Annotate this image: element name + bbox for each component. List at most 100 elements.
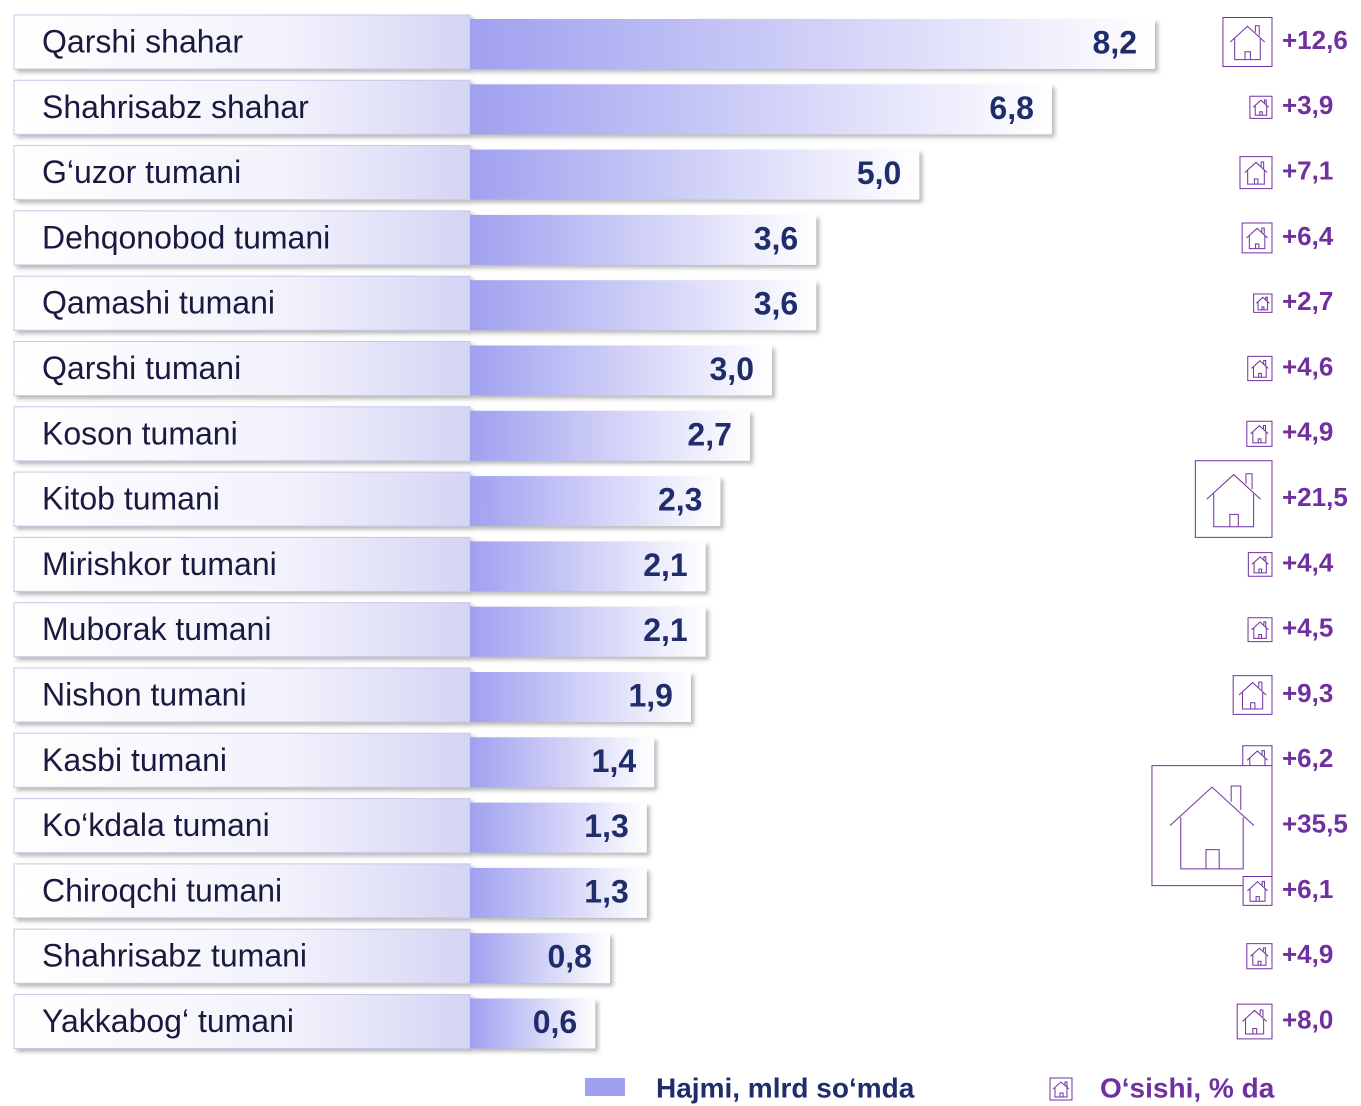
growth-icon	[1248, 618, 1272, 642]
bar	[470, 19, 1155, 69]
value-label: 2,3	[658, 482, 702, 518]
growth-icon	[1242, 223, 1272, 253]
category-label: Mirishkor tumani	[42, 546, 277, 582]
growth-label: +35,5	[1282, 808, 1348, 838]
growth-label: +8,0	[1282, 1004, 1333, 1034]
bar	[470, 672, 691, 722]
category-label: Shahrisabz shahar	[42, 89, 309, 125]
category-label: Qarshi tumani	[42, 350, 241, 386]
bar	[470, 541, 706, 592]
icon-house	[1252, 557, 1269, 573]
growth-label: +6,1	[1282, 874, 1333, 904]
value-label: 1,3	[584, 808, 628, 844]
category-label: Dehqonobod tumani	[42, 219, 330, 255]
category-label: Kasbi tumani	[42, 742, 227, 778]
category-box	[13, 798, 471, 854]
bar	[470, 149, 920, 200]
icon-house	[1170, 786, 1254, 869]
growth-icon	[1152, 766, 1272, 886]
icon-house	[1207, 474, 1261, 527]
bar	[470, 345, 772, 396]
category-label: Shahrisabz tumani	[42, 938, 307, 974]
growth-label: +4,4	[1282, 547, 1334, 577]
icon-house	[1247, 228, 1268, 249]
icon-house	[1256, 297, 1269, 310]
growth-icon	[1237, 1004, 1272, 1039]
growth-icon	[1195, 461, 1272, 538]
growth-label: +4,5	[1282, 613, 1333, 643]
category-box	[13, 341, 471, 396]
growth-label: +7,1	[1282, 155, 1333, 185]
growth-label: +6,2	[1282, 743, 1333, 773]
category-label: Koson tumani	[42, 415, 238, 451]
legend-label: O‘sishi, % da	[1100, 1072, 1275, 1103]
bar	[470, 606, 706, 657]
value-label: 5,0	[857, 155, 901, 191]
icon-house	[1252, 622, 1269, 639]
growth-label: +12,6	[1282, 25, 1348, 55]
legend-label: Hajmi, mlrd so‘mda	[656, 1072, 915, 1103]
growth-icon	[1247, 944, 1272, 969]
category-box	[13, 732, 471, 788]
icon-house	[1251, 360, 1268, 377]
category-label: Kitob tumani	[42, 481, 220, 517]
value-label: 1,4	[592, 743, 637, 779]
value-label: 0,6	[533, 1004, 577, 1040]
growth-label: +2,7	[1282, 286, 1333, 316]
value-label: 1,9	[628, 677, 672, 713]
growth-icon	[1247, 421, 1272, 446]
bar	[470, 802, 647, 853]
legend-icon	[1049, 1077, 1073, 1101]
bar	[470, 280, 817, 331]
value-label: 3,6	[754, 286, 798, 322]
rows: Qarshi shahar 8,2 +12,6 Shahrisabz shahar 6,…	[13, 15, 1348, 1049]
icon-frame	[1195, 461, 1272, 538]
value-label: 2,7	[687, 416, 731, 452]
icon-house	[1251, 425, 1269, 442]
legend: Hajmi, mlrd so‘mda O‘sishi, % da	[585, 1072, 1275, 1103]
category-box	[13, 145, 471, 201]
growth-icon	[1248, 553, 1272, 577]
growth-icon	[1248, 356, 1272, 380]
value-label: 2,1	[643, 612, 687, 648]
bar	[470, 84, 1052, 135]
category-label: Qarshi shahar	[42, 23, 243, 59]
legend-swatch	[585, 1078, 625, 1096]
category-box	[13, 863, 471, 919]
value-label: 1,3	[584, 873, 628, 909]
category-box	[13, 210, 471, 266]
growth-label: +4,9	[1282, 417, 1333, 447]
value-label: 0,8	[547, 939, 591, 975]
bar	[470, 410, 750, 461]
growth-label: +6,4	[1282, 221, 1334, 251]
growth-icon	[1240, 157, 1272, 189]
icon-house	[1253, 100, 1268, 115]
category-label: Muborak tumani	[42, 611, 271, 647]
growth-icon	[1223, 17, 1272, 66]
icon-house	[1239, 682, 1266, 709]
bar	[470, 867, 647, 918]
icon-frame	[1152, 766, 1272, 886]
icon-house	[1247, 881, 1267, 901]
category-box	[13, 928, 471, 984]
value-label: 6,8	[989, 90, 1033, 126]
growth-icon	[1233, 676, 1272, 715]
bar	[470, 933, 610, 984]
category-label: Chiroqchi tumani	[42, 872, 282, 908]
category-label: Yakkabog‘ tumani	[42, 1003, 294, 1039]
growth-label: +21,5	[1282, 482, 1348, 512]
category-label: G‘uzor tumani	[42, 154, 241, 190]
value-label: 8,2	[1093, 24, 1137, 60]
category-box	[13, 406, 471, 462]
growth-icon	[1243, 876, 1272, 905]
bar	[470, 476, 721, 527]
icon-house	[1242, 1010, 1266, 1034]
category-label: Qamashi tumani	[42, 285, 275, 321]
category-box	[13, 602, 471, 658]
category-box	[13, 994, 471, 1049]
category-label: Ko‘kdala tumani	[42, 807, 270, 843]
category-box	[13, 536, 471, 592]
bar	[470, 998, 596, 1049]
icon-house	[1245, 162, 1267, 184]
